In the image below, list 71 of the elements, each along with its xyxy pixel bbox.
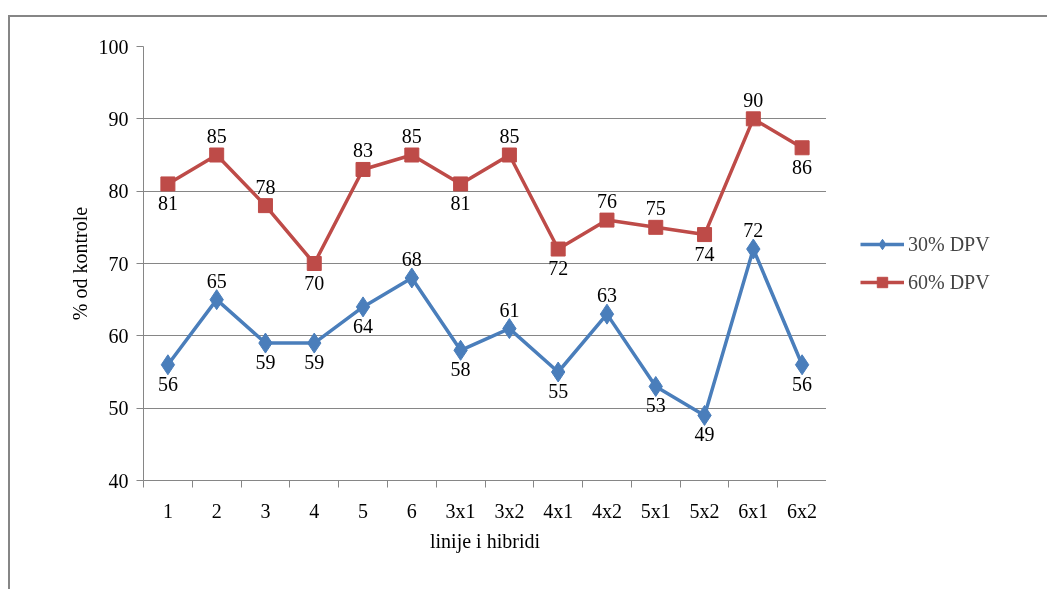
y-tick-label: 80	[108, 180, 129, 203]
data-label: 83	[353, 139, 374, 162]
data-label: 49	[694, 423, 715, 446]
data-label: 85	[499, 125, 520, 147]
x-axis-title: linije i hibridi	[430, 529, 541, 553]
data-label: 78	[255, 175, 276, 198]
data-label: 53	[645, 394, 666, 417]
data-label: 90	[743, 88, 764, 111]
data-label: 58	[450, 358, 471, 381]
data-label: 70	[304, 271, 325, 294]
x-tick-label: 5x2	[689, 499, 720, 522]
data-label: 63	[596, 284, 617, 307]
y-tick-label: 40	[108, 469, 129, 492]
point	[209, 147, 225, 163]
point	[453, 176, 469, 192]
x-tick-label: 3	[260, 499, 271, 522]
y-axis-title: % od kontrole	[68, 206, 91, 321]
data-label: 81	[450, 191, 471, 214]
data-label: 59	[304, 351, 325, 374]
point	[404, 147, 420, 163]
point	[160, 176, 176, 192]
point	[794, 354, 810, 376]
data-label: 56	[792, 372, 813, 395]
data-label: 55	[548, 380, 569, 402]
point	[648, 219, 664, 235]
x-tick-label: 3x1	[445, 499, 476, 522]
point	[306, 256, 322, 271]
y-tick-label: 90	[108, 107, 129, 130]
data-label: 72	[548, 257, 569, 280]
point	[794, 140, 810, 156]
point	[550, 241, 566, 257]
x-tick-label: 6x2	[787, 499, 818, 522]
data-label: 74	[694, 242, 715, 265]
x-tick-label: 6	[406, 499, 417, 522]
x-tick-label: 4x2	[591, 499, 622, 522]
point	[501, 147, 517, 163]
point	[257, 198, 273, 214]
data-label: 65	[206, 269, 227, 292]
x-tick-label: 2	[211, 499, 222, 522]
data-label: 76	[596, 190, 617, 213]
x-tick-label: 1	[162, 499, 173, 522]
x-tick-label: 4x1	[543, 499, 574, 522]
x-tick-label: 4	[309, 499, 320, 522]
data-label: 64	[353, 314, 374, 337]
point	[599, 303, 615, 325]
legend-label: 60% DPV	[908, 270, 990, 294]
y-tick-label: 60	[108, 324, 129, 347]
point	[355, 161, 371, 177]
data-label: 86	[792, 155, 813, 178]
data-label: 85	[401, 125, 422, 147]
point	[745, 111, 761, 127]
point	[697, 227, 713, 243]
data-label: 75	[645, 197, 666, 220]
data-label: 59	[255, 351, 276, 374]
data-label: 85	[206, 125, 227, 147]
data-label: 56	[157, 372, 178, 395]
y-tick-label: 100	[98, 35, 129, 58]
legend-label: 30% DPV	[908, 232, 990, 256]
x-tick-label: 5	[358, 499, 369, 522]
point	[599, 212, 615, 228]
data-label: 68	[401, 247, 422, 270]
point	[160, 354, 176, 376]
y-tick-label: 50	[108, 397, 129, 420]
x-tick-label: 5x1	[640, 499, 671, 522]
point	[355, 296, 371, 318]
data-label: 81	[157, 191, 178, 214]
data-label: 72	[743, 219, 764, 242]
y-tick-label: 70	[108, 252, 129, 275]
x-tick-label: 6x1	[738, 499, 769, 522]
x-tick-label: 3x2	[494, 499, 525, 522]
data-label: 61	[499, 298, 520, 321]
